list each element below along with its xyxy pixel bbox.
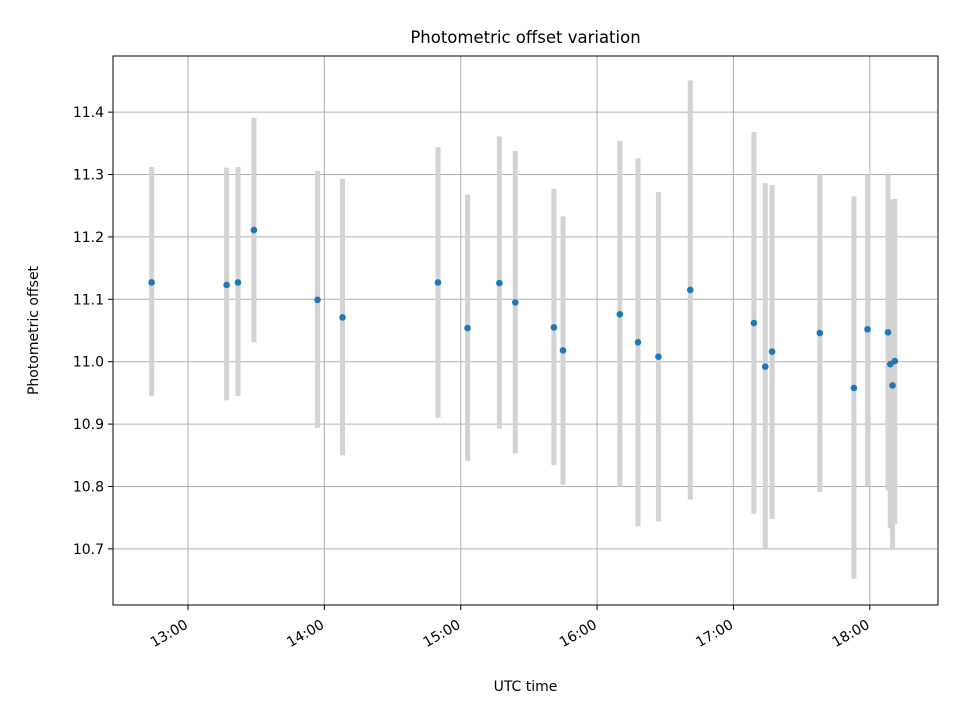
chart-title: Photometric offset variation bbox=[410, 28, 640, 47]
data-point bbox=[511, 299, 519, 306]
data-point bbox=[559, 347, 567, 354]
y-tick-label: 11.2 bbox=[73, 230, 104, 246]
y-tick-label: 10.7 bbox=[73, 542, 104, 558]
data-point bbox=[816, 329, 824, 337]
data-point bbox=[850, 384, 858, 392]
data-point bbox=[314, 296, 321, 304]
y-tick-label: 11.4 bbox=[73, 105, 104, 121]
data-point bbox=[616, 310, 624, 318]
data-point bbox=[234, 279, 242, 286]
y-tick-label: 10.8 bbox=[73, 479, 104, 495]
data-point bbox=[884, 329, 892, 336]
y-axis-label: Photometric offset bbox=[26, 265, 42, 395]
data-point bbox=[655, 353, 662, 361]
x-axis-label: UTC time bbox=[494, 679, 558, 695]
data-point bbox=[550, 324, 558, 331]
data-point bbox=[891, 357, 899, 365]
y-tick-label: 10.9 bbox=[73, 417, 104, 433]
data-points bbox=[148, 226, 899, 392]
data-point bbox=[148, 279, 155, 286]
data-point bbox=[223, 281, 230, 289]
plot-frame bbox=[112, 55, 939, 606]
data-point bbox=[496, 279, 503, 287]
y-tick-label: 11.3 bbox=[73, 168, 104, 184]
data-point bbox=[339, 314, 346, 321]
data-point bbox=[750, 319, 758, 327]
data-point bbox=[889, 382, 896, 389]
data-point bbox=[864, 325, 871, 333]
y-tick-label: 11.1 bbox=[73, 292, 104, 308]
y-axis-ticks: 10.7 10.8 10.9 11.0 11.1 11.2 11.3 11.4 bbox=[73, 105, 113, 558]
data-point bbox=[250, 226, 258, 234]
data-point bbox=[434, 279, 442, 286]
data-point bbox=[686, 286, 694, 294]
y-tick-label: 11.0 bbox=[73, 355, 104, 371]
data-point bbox=[464, 324, 471, 332]
data-point bbox=[761, 363, 769, 370]
data-point bbox=[768, 348, 776, 356]
data-point bbox=[634, 339, 642, 346]
